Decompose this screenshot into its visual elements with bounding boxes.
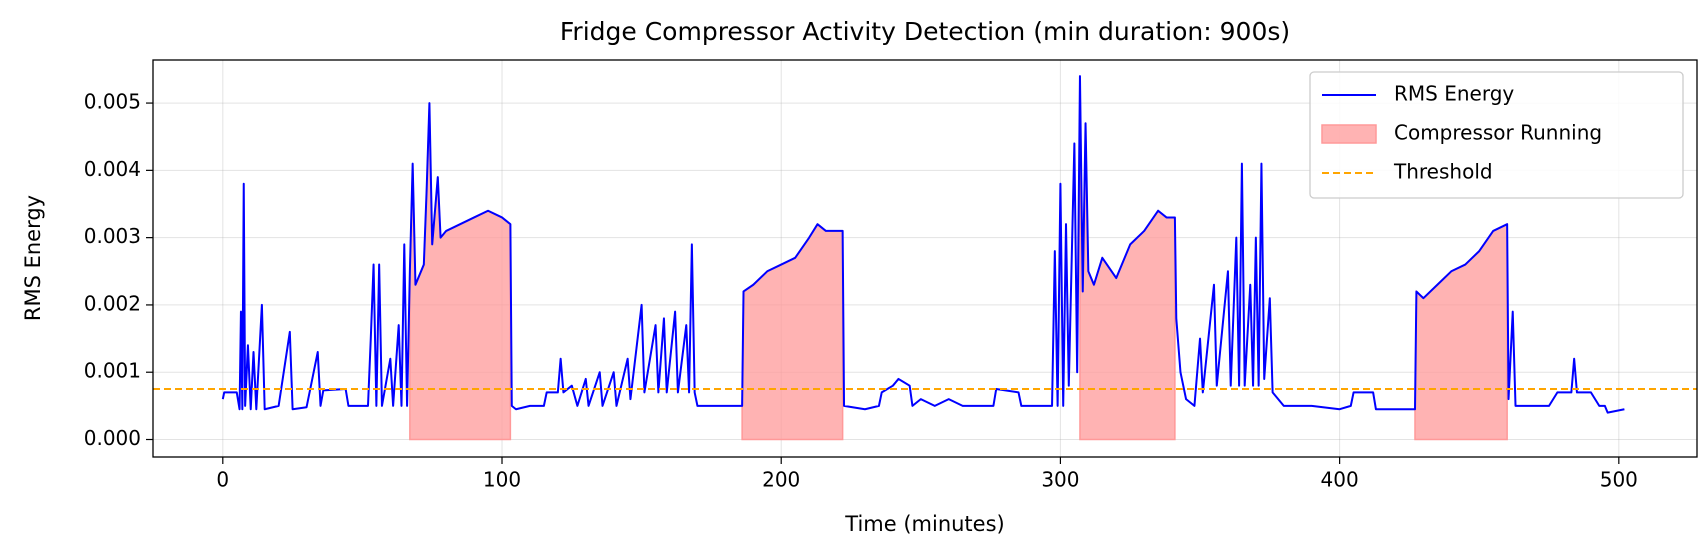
legend-box xyxy=(1309,71,1684,199)
x-tick-label: 400 xyxy=(1321,468,1359,492)
compressor-span xyxy=(741,223,844,441)
compressor-span xyxy=(1414,222,1508,441)
x-axis-label: Time (minutes) xyxy=(844,512,1004,536)
x-tick-label: 200 xyxy=(762,468,800,492)
x-tick-label: 500 xyxy=(1600,468,1638,492)
y-tick-label: 0.004 xyxy=(84,157,141,181)
y-axis-label: RMS Energy xyxy=(21,195,45,321)
compressor-span xyxy=(1079,76,1176,441)
data-line xyxy=(221,75,1625,414)
chart-title: Fridge Compressor Activity Detection (mi… xyxy=(560,17,1290,46)
x-tick-label: 0 xyxy=(216,468,229,492)
y-tick-label: 0.000 xyxy=(84,426,141,450)
x-tick-label: 300 xyxy=(1041,468,1079,492)
y-tick-label: 0.001 xyxy=(84,359,141,383)
y-tick-label: 0.002 xyxy=(84,291,141,315)
y-tick-label: 0.003 xyxy=(84,224,141,248)
legend-label: Compressor Running xyxy=(1394,121,1602,145)
legend-key xyxy=(1321,124,1377,144)
plot-frame xyxy=(152,59,1698,458)
x-tick-label: 100 xyxy=(483,468,521,492)
y-tick-label: 0.005 xyxy=(84,90,141,114)
legend-label: RMS Energy xyxy=(1394,82,1514,106)
legend-label: Threshold xyxy=(1393,160,1493,184)
legend: RMS Energy Compressor Running Threshold xyxy=(1309,71,1684,199)
